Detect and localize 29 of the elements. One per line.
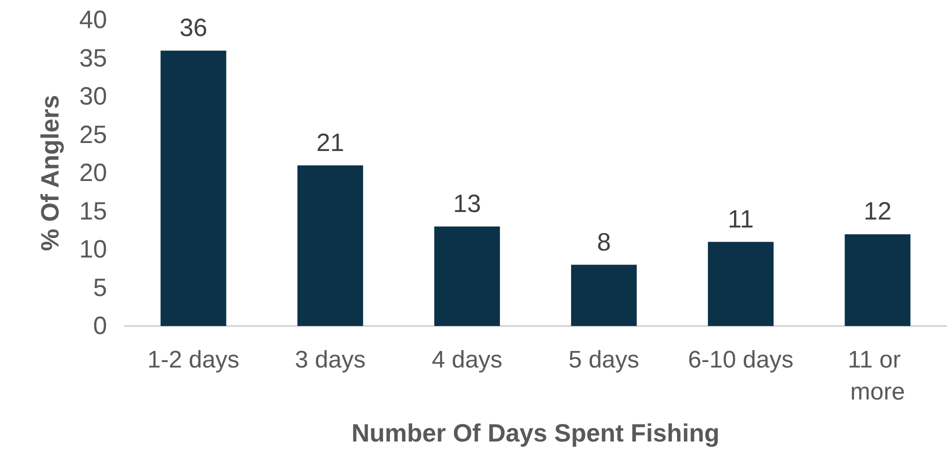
y-tick-label: 0 [93,312,107,340]
x-tick-label: 6-10 days [688,346,794,374]
data-label: 8 [596,228,611,256]
data-label: 36 [180,14,208,42]
x-tick-label: 1-2 days [147,346,240,374]
bar [434,226,500,326]
bar [844,234,910,326]
y-tick-label: 10 [79,236,107,264]
y-axis-title: % Of Anglers [36,94,64,252]
data-label: 21 [316,128,344,157]
data-label: 11 [728,205,754,234]
y-tick-label: 30 [79,82,107,110]
x-axis-title: Number Of Days Spent Fishing [351,420,720,448]
x-tick-label: 4 days [432,346,502,374]
y-tick-label: 35 [79,44,107,72]
bar [160,50,226,326]
data-label: 12 [864,198,892,226]
bar [297,165,364,326]
x-tick-label: 5 days [568,346,640,374]
x-tick-label: 11 or more [848,346,908,406]
y-tick-label: 25 [79,120,107,149]
x-tick-label: 3 days [294,346,366,374]
y-tick-label: 5 [93,274,107,302]
data-label: 13 [453,190,481,218]
bar [571,264,637,326]
bar [708,242,774,326]
y-tick-label: 40 [79,6,107,34]
y-tick-label: 15 [79,197,107,226]
y-tick-label: 20 [79,159,107,187]
